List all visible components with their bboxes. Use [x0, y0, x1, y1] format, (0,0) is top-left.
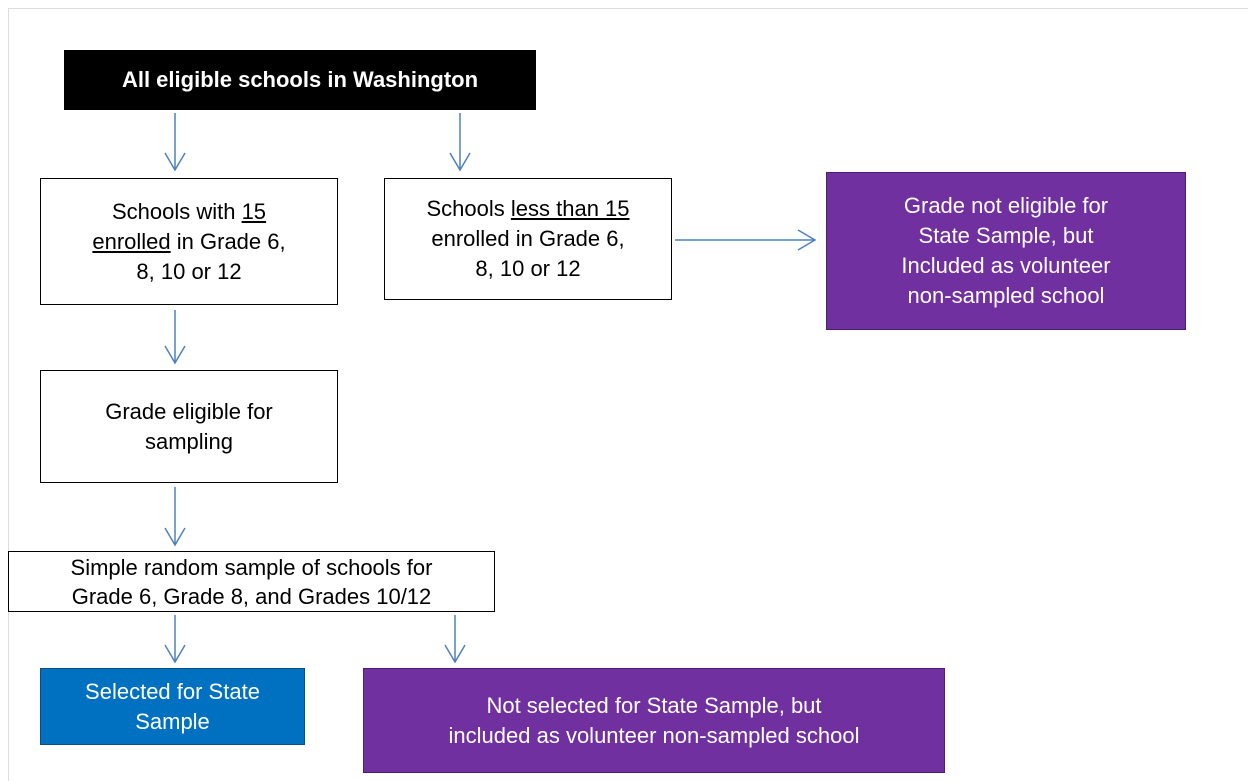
node: Schools with 15 enrolled in Grade 6, 8, …: [40, 178, 338, 305]
node-text: Selected for State: [85, 678, 260, 704]
node-text: Not selected for State Sample, but: [486, 692, 822, 718]
start-node: All eligible schools in Washington: [64, 50, 536, 110]
arrow: [444, 615, 466, 664]
node-text: Included as volunteer: [901, 253, 1111, 278]
node-text: enrolled: [92, 228, 171, 254]
node: Grade not eligible for State Sample, but…: [826, 172, 1186, 330]
node-text: non-sampled school: [907, 283, 1105, 308]
node-text: Grade 6, Grade 8, and Grades 10/12: [71, 583, 432, 609]
node: Selected for State Sample: [40, 668, 305, 745]
page-frame: [8, 8, 1248, 781]
arrow: [164, 487, 186, 547]
node-text: 8, 10 or 12: [136, 258, 242, 284]
node-text: State Sample, but: [918, 223, 1094, 248]
node-text: All eligible schools in Washington: [121, 67, 479, 92]
node-text: Schools: [426, 196, 511, 221]
node-text: Schools with: [111, 198, 242, 224]
node: Simple random sample of schools for Grad…: [8, 551, 495, 612]
node-text: in Grade 6,: [170, 228, 286, 254]
arrow: [164, 310, 186, 365]
node-text: 15: [241, 198, 267, 224]
node-text: Grade not eligible for: [903, 193, 1109, 218]
node-text: 8, 10 or 12: [475, 256, 581, 281]
node-text: sampling: [144, 428, 234, 454]
node-text: Grade eligible for: [105, 398, 273, 424]
node-text: less than 15: [510, 196, 630, 221]
node: Not selected for State Sample, but inclu…: [363, 668, 945, 773]
node-text: enrolled in Grade 6,: [431, 226, 625, 251]
arrow: [164, 113, 186, 172]
arrow: [675, 229, 817, 251]
node: Grade eligible for sampling: [40, 370, 338, 483]
node-text: Sample: [135, 708, 210, 734]
arrow: [164, 615, 186, 664]
node-text: included as volunteer non-sampled school: [448, 722, 860, 748]
arrow: [449, 113, 471, 172]
node: Schools less than 15 enrolled in Grade 6…: [384, 178, 672, 300]
node-text: Simple random sample of schools for: [70, 554, 433, 580]
